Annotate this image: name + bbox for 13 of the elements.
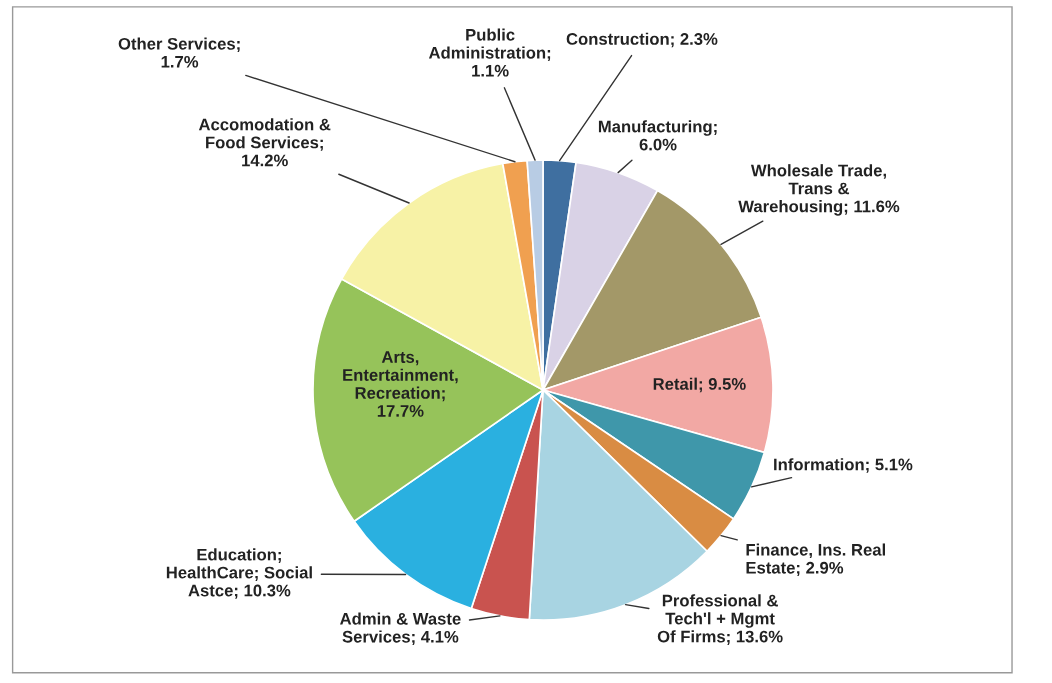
slice-label: Construction; 2.3%: [566, 32, 718, 48]
slice-label: Education; HealthCare; Social Astce; 10.3%: [166, 548, 312, 599]
slice-label: Admin & Waste Services; 4.1%: [340, 612, 461, 646]
slice-label: Manufacturing; 6.0%: [598, 120, 717, 151]
slice-label: Accomodation & Food Services; 14.2%: [198, 118, 331, 167]
slice-label: Wholesale Trade, Trans & Warehousing; 11.6%: [738, 164, 900, 216]
slice-label: Other Services; 1.7%: [118, 37, 240, 68]
slice-label: Retail; 9.5%: [653, 377, 746, 393]
slice-label: Arts, Entertainment, Recreation; 17.7%: [343, 351, 458, 417]
slice-label: Finance, Ins. Real Estate; 2.9%: [746, 543, 886, 577]
slice-label: Information; 5.1%: [774, 458, 913, 473]
slice-label: Professional & Tech'l + Mgmt Of Firms; 13.6%: [657, 594, 783, 645]
slice-label: Public Administration; 1.1%: [428, 28, 551, 77]
